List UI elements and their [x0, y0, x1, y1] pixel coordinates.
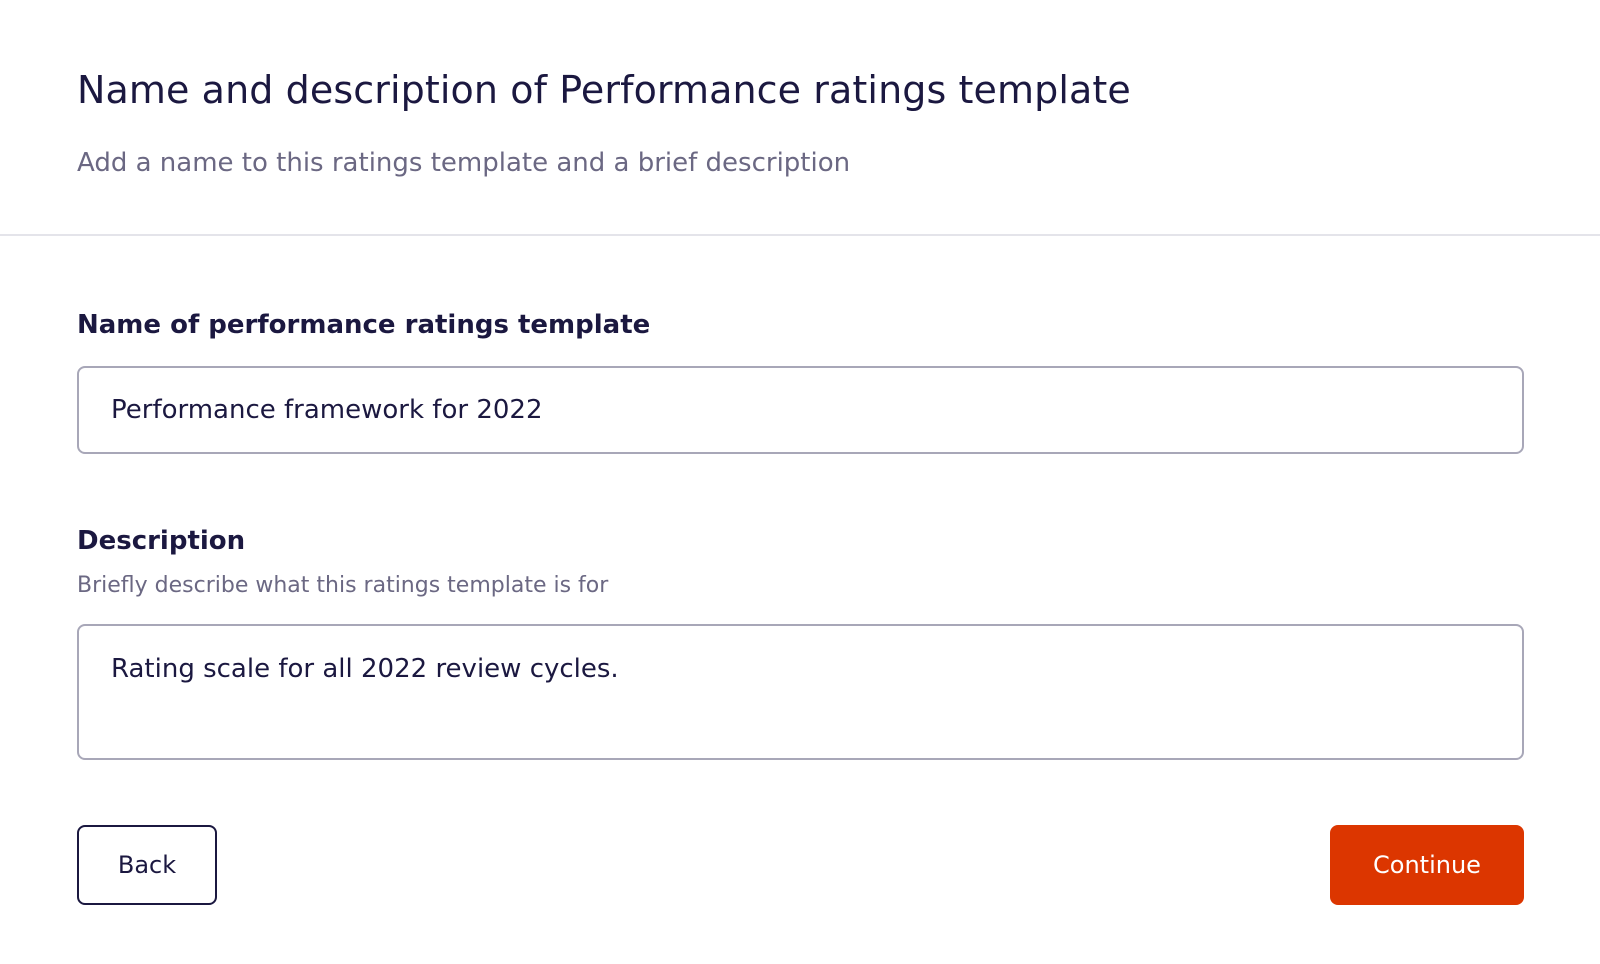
page-subtitle: Add a name to this ratings template and …: [77, 148, 851, 178]
template-name-label: Name of performance ratings template: [77, 310, 651, 340]
description-label: Description: [77, 526, 246, 556]
description-hint: Briefly describe what this ratings templ…: [77, 573, 609, 598]
back-button[interactable]: Back: [77, 825, 217, 905]
template-name-input[interactable]: [77, 366, 1524, 454]
page-title: Name and description of Performance rati…: [77, 68, 1131, 112]
continue-button[interactable]: Continue: [1330, 825, 1524, 905]
page-header: Name and description of Performance rati…: [0, 0, 1600, 236]
description-textarea[interactable]: Rating scale for all 2022 review cycles.: [77, 624, 1524, 760]
